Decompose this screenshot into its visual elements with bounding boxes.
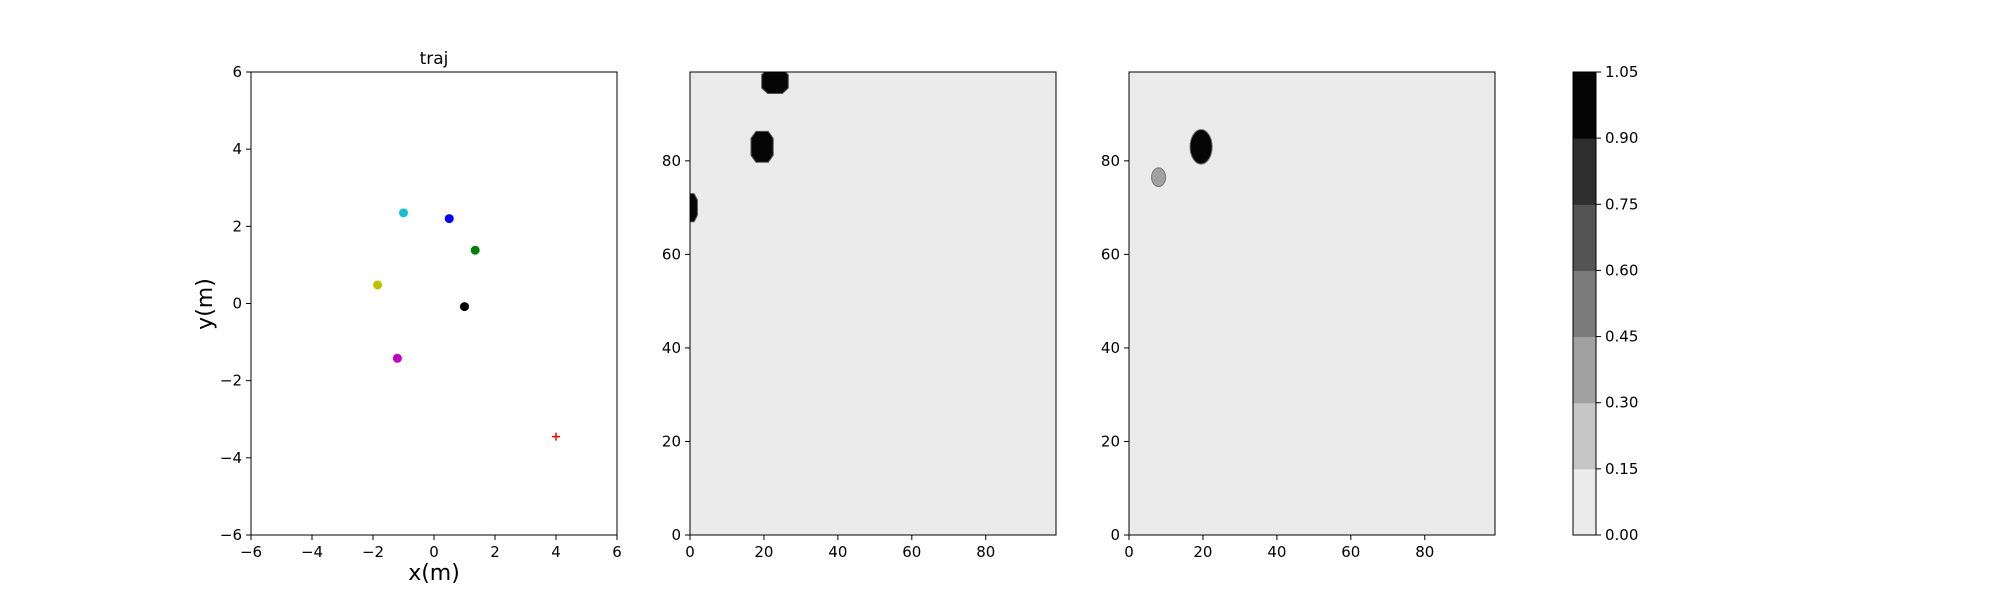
y-tick-label: 0 [671, 526, 681, 544]
y-axis-ticks: −6 −4 −2 0 2 4 6 [220, 63, 251, 544]
colorbar-frame [1572, 71, 1597, 536]
colorbar-tick-label: 0.75 [1605, 195, 1638, 213]
scatter-point [399, 208, 408, 218]
y-tick-label: 40 [1101, 339, 1120, 357]
colorbar-band [1573, 336, 1596, 404]
scatter-point [460, 302, 469, 312]
colorbar-band [1573, 468, 1596, 536]
y-tick-label: 60 [662, 245, 681, 263]
scatter-points [373, 208, 560, 441]
y-tick-label: 80 [662, 152, 681, 170]
heatmap-background [1129, 72, 1495, 535]
heatmap-blob [761, 72, 789, 94]
x-tick-label: 80 [1415, 543, 1434, 561]
y-axis-ticks: 0 20 40 60 80 [1101, 152, 1129, 544]
scatter-point [392, 353, 402, 363]
x-tick-label: 6 [612, 543, 622, 561]
colorbar-tick-label: 0.00 [1605, 526, 1638, 544]
scatter-point [470, 245, 480, 255]
colorbar-tick-label: 0.30 [1605, 394, 1638, 412]
y-tick-label: 20 [662, 432, 681, 450]
y-tick-label: 60 [1101, 245, 1120, 263]
x-axis-ticks: 0 20 40 60 80 [1124, 535, 1434, 561]
y-axis-ticks: 0 20 40 60 80 [662, 152, 690, 544]
trajectory-panel: traj −6 −4 −2 0 2 4 6 −6 −4 −2 0 2 4 6 x(m) y(m) [193, 49, 622, 586]
colorbar-tick-label: 0.60 [1605, 261, 1638, 279]
x-tick-label: 0 [429, 543, 439, 561]
colorbar-band [1573, 138, 1596, 205]
colorbar-band [1573, 402, 1596, 470]
x-axis-ticks: 0 20 40 60 80 [685, 535, 995, 561]
colorbar-tick-label: 0.45 [1605, 328, 1638, 346]
scatter-point [444, 214, 454, 224]
x-tick-label: −4 [301, 543, 323, 561]
heatmap-blob [750, 130, 774, 163]
x-tick-label: 0 [1124, 543, 1134, 561]
colorbar-bands [1573, 72, 1596, 536]
colorbar-band [1573, 270, 1596, 338]
y-tick-label: 0 [1110, 526, 1120, 544]
heatmap-blob [690, 193, 698, 223]
x-tick-label: 2 [490, 543, 500, 561]
x-axis-label: x(m) [408, 561, 460, 586]
chart-title: traj [420, 49, 449, 69]
y-tick-label: 6 [232, 63, 242, 81]
y-tick-label: −6 [220, 526, 242, 544]
plot-area [251, 72, 617, 535]
y-tick-label: 2 [232, 217, 242, 235]
heatmap-panel-1: 0 20 40 60 80 0 20 40 60 80 [662, 71, 1057, 561]
y-axis-label: y(m) [193, 278, 218, 330]
heatmap-blob [1151, 167, 1167, 188]
colorbar-ticks: 0.00 0.15 0.30 0.45 0.60 0.75 0.90 1.05 [1596, 63, 1638, 544]
y-tick-label: 0 [232, 295, 242, 313]
x-tick-label: 40 [828, 543, 847, 561]
y-tick-label: 20 [1101, 432, 1120, 450]
x-tick-label: 80 [976, 543, 995, 561]
x-tick-label: 20 [754, 543, 773, 561]
y-tick-label: 80 [1101, 152, 1120, 170]
x-tick-label: 20 [1193, 543, 1212, 561]
colorbar-tick-label: 0.90 [1605, 129, 1638, 147]
scatter-point [373, 280, 383, 290]
y-tick-label: −2 [220, 372, 242, 390]
x-axis-ticks: −6 −4 −2 0 2 4 6 [240, 535, 622, 561]
axes-frame [1128, 71, 1496, 536]
x-tick-label: 0 [685, 543, 695, 561]
heatmap-blobs [690, 72, 789, 223]
colorbar-band [1573, 204, 1596, 271]
x-tick-label: 4 [551, 543, 561, 561]
heatmap-background [690, 72, 1056, 535]
x-tick-label: −2 [362, 543, 384, 561]
x-tick-label: −6 [240, 543, 262, 561]
colorbar-band [1573, 72, 1596, 139]
axes-frame [689, 71, 1057, 536]
colorbar-tick-label: 1.05 [1605, 63, 1638, 81]
y-tick-label: 4 [232, 140, 242, 158]
heatmap-blob [1189, 129, 1213, 165]
heatmap-panel-2: 0 20 40 60 80 0 20 40 60 80 [1101, 71, 1496, 561]
x-tick-label: 60 [902, 543, 921, 561]
y-tick-label: 40 [662, 339, 681, 357]
x-tick-label: 60 [1341, 543, 1360, 561]
x-tick-label: 40 [1267, 543, 1286, 561]
heatmap-blobs [1151, 129, 1213, 188]
colorbar: 0.00 0.15 0.30 0.45 0.60 0.75 0.90 1.05 [1572, 63, 1638, 544]
colorbar-tick-label: 0.15 [1605, 460, 1638, 478]
y-tick-label: −4 [220, 449, 242, 467]
